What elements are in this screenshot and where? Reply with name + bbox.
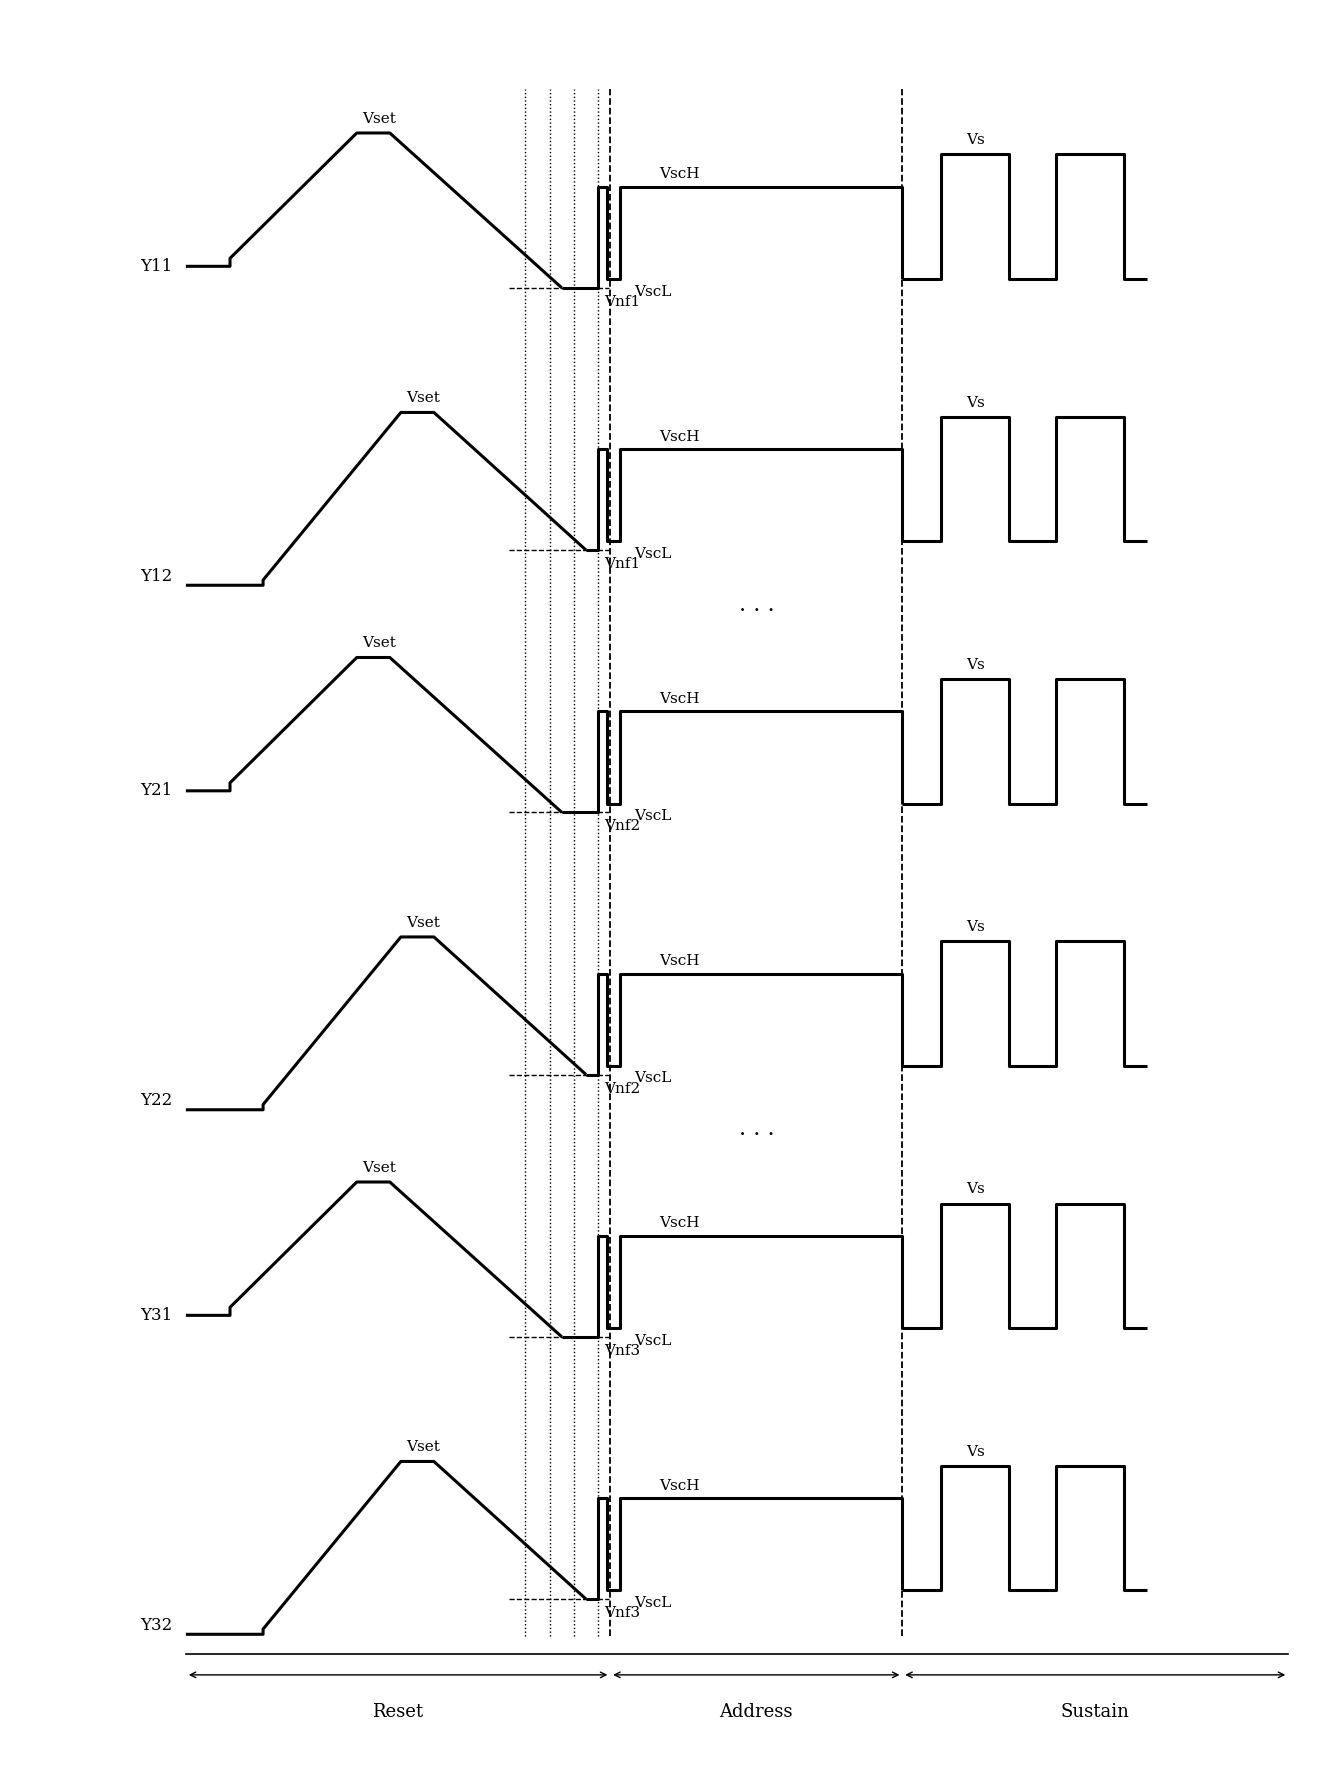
Text: VscL: VscL [635,1072,672,1085]
Text: Y11: Y11 [141,258,173,276]
Text: Vs: Vs [965,396,984,409]
Text: Vset: Vset [406,916,441,930]
Text: Vs: Vs [965,133,984,148]
Text: Vnf3: Vnf3 [604,1606,640,1620]
Text: Vset: Vset [363,637,396,651]
Text: VscH: VscH [659,692,700,706]
Text: Vs: Vs [965,658,984,672]
Text: Vs: Vs [965,1446,984,1458]
Text: Y32: Y32 [141,1616,173,1634]
Text: Y31: Y31 [141,1307,173,1325]
Text: Address: Address [720,1703,793,1721]
Text: Vset: Vset [406,391,441,405]
Text: Vset: Vset [406,1440,441,1454]
Text: Y21: Y21 [141,782,173,800]
Text: VscL: VscL [635,548,672,560]
Text: VscH: VscH [659,1216,700,1230]
Text: VscL: VscL [635,284,672,299]
Text: VscL: VscL [635,1597,672,1609]
Text: Vset: Vset [363,112,396,126]
Text: Vnf1: Vnf1 [604,295,640,309]
Text: VscL: VscL [635,809,672,823]
Text: VscH: VscH [659,430,700,444]
Text: Sustain: Sustain [1061,1703,1130,1721]
Text: . . .: . . . [738,594,774,615]
Text: VscH: VscH [659,1479,700,1494]
Text: Vs: Vs [965,921,984,933]
Text: Y22: Y22 [141,1092,173,1109]
Text: Y12: Y12 [141,567,173,585]
Text: Vnf1: Vnf1 [604,557,640,571]
Text: Reset: Reset [373,1703,424,1721]
Text: Vnf3: Vnf3 [604,1344,640,1358]
Text: VscH: VscH [659,955,700,969]
Text: VscH: VscH [659,167,700,181]
Text: VscL: VscL [635,1334,672,1348]
Text: . . .: . . . [738,1118,774,1140]
Text: Vnf2: Vnf2 [604,820,640,834]
Text: Vset: Vset [363,1161,396,1175]
Text: Vs: Vs [965,1182,984,1197]
Text: Vnf2: Vnf2 [604,1081,640,1095]
